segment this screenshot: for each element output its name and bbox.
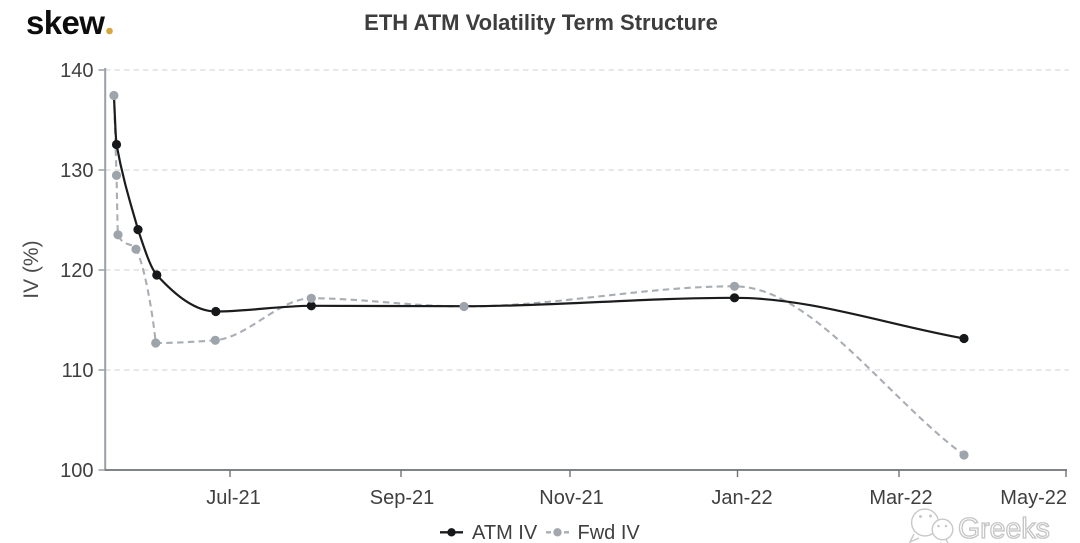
svg-text:Jan-22: Jan-22 [711, 487, 772, 509]
svg-text:Mar-22: Mar-22 [869, 487, 932, 509]
svg-text:120: 120 [60, 260, 93, 282]
svg-text:100: 100 [60, 460, 93, 482]
svg-text:IV (%): IV (%) [20, 240, 43, 298]
svg-text:140: 140 [60, 60, 93, 82]
svg-text:Greeks: Greeks [958, 513, 1050, 543]
svg-text:skew: skew [26, 4, 105, 41]
svg-text:ETH ATM Volatility Term Struct: ETH ATM Volatility Term Structure [364, 10, 718, 35]
svg-text:110: 110 [62, 360, 94, 382]
svg-text:Jul-21: Jul-21 [206, 487, 260, 509]
svg-text:130: 130 [60, 160, 93, 182]
svg-text:Fwd IV: Fwd IV [578, 522, 641, 543]
svg-text:ATM IV: ATM IV [472, 522, 538, 543]
svg-text:Nov-21: Nov-21 [539, 487, 603, 509]
svg-text:Sep-21: Sep-21 [370, 487, 435, 509]
svg-text:May-22: May-22 [1000, 487, 1067, 509]
